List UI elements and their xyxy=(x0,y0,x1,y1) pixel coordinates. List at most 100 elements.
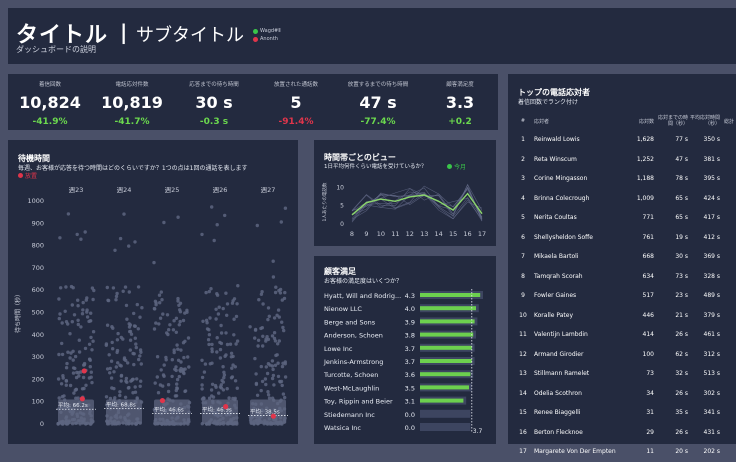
table-row[interactable]: 11 Valentijn Lambdin 414 26 s 461 s xyxy=(516,325,734,345)
scatter-point xyxy=(235,386,239,390)
kpi-delta: -41.7% xyxy=(114,117,150,127)
cell-name: Valentijn Lambdin xyxy=(534,331,588,339)
cell-avg: 489 s xyxy=(703,292,721,300)
scatter-point xyxy=(121,421,125,425)
scatter-point xyxy=(119,402,124,406)
cell-count: 31 xyxy=(646,409,654,417)
scatter-point xyxy=(60,352,65,357)
scatter-point xyxy=(81,375,86,380)
scatter-point xyxy=(273,363,278,367)
scatter-point xyxy=(223,213,227,218)
scatter-point xyxy=(182,355,186,360)
y-tick-label: 700 xyxy=(32,264,44,272)
scatter-point xyxy=(202,370,207,374)
scatter-point xyxy=(254,418,258,423)
scatter-point xyxy=(210,394,214,398)
cell-count: 11 xyxy=(646,448,654,456)
scatter-point xyxy=(72,417,77,422)
scatter-point xyxy=(153,409,157,413)
cell-avg: 417 s xyxy=(703,214,721,222)
table-row[interactable]: 12 Armand Girodier 100 62 s 312 s xyxy=(516,345,734,365)
scatter-point xyxy=(59,405,63,410)
scatter-point xyxy=(216,312,221,316)
cell-avg: 424 s xyxy=(703,194,721,202)
scatter-point xyxy=(233,365,237,369)
average-label: 平均: 68.8s xyxy=(106,401,136,409)
scatter-point xyxy=(125,317,129,321)
y-tick-label: 500 xyxy=(32,309,44,317)
bar xyxy=(420,372,471,377)
kpi-delta: +0.2 xyxy=(448,117,472,127)
page-title: タイトル xyxy=(16,23,109,48)
cell-rank: 11 xyxy=(519,331,527,339)
table-row[interactable]: 3 Corine Mingasson 1,188 78 s 395 s xyxy=(516,169,734,189)
scatter-point xyxy=(253,336,257,340)
table-row[interactable]: 8 Tamqrah Scorah 634 73 s 328 s xyxy=(516,267,734,287)
scatter-point xyxy=(220,378,224,383)
table-row[interactable]: 6 Shellysheldon Soffe 761 19 s 412 s xyxy=(516,228,734,248)
scatter-point xyxy=(84,383,88,387)
y-axis-label: 待ち時間（秒） xyxy=(14,291,22,333)
scatter-point xyxy=(106,298,111,303)
table-row[interactable]: 1 Reinwald Lowis 1,628 77 s 350 s xyxy=(516,130,734,150)
scatter-point xyxy=(174,316,179,320)
scatter-point xyxy=(210,349,214,354)
scatter-point xyxy=(114,365,119,369)
scatter-point xyxy=(111,347,115,351)
scatter-point xyxy=(127,412,131,416)
wait-time-panel: 待機時間 毎週、お客様が応答を待つ時間はどのくらいですか？1つの点は1回の通話を… xyxy=(8,140,298,444)
table-row[interactable]: 2 Reta Winscum 1,252 47 s 381 s xyxy=(516,150,734,170)
cell-rank: 5 xyxy=(521,214,525,222)
cell-total xyxy=(720,228,734,248)
scatter-point xyxy=(232,317,236,321)
scatter-point xyxy=(108,371,112,375)
table-row[interactable]: 13 Stillmann Ramelet 73 32 s 513 s xyxy=(516,364,734,384)
table-row[interactable]: 9 Fowler Gaines 517 23 s 489 s xyxy=(516,286,734,306)
scatter-point xyxy=(215,223,219,227)
scatter-point xyxy=(174,407,178,411)
table-row[interactable]: 15 Renee Biaggelli 31 35 s 341 s xyxy=(516,403,734,423)
table-row[interactable]: 4 Brinna Colecrough 1,009 65 s 424 s xyxy=(516,189,734,209)
scatter-point xyxy=(274,285,278,289)
scatter-point xyxy=(72,313,77,317)
cell-rank: 14 xyxy=(519,389,527,397)
y-tick-label: 0 xyxy=(340,221,344,228)
kpi-value: 10,819 xyxy=(101,93,163,112)
scatter-point xyxy=(139,379,143,383)
cell-wait: 73 s xyxy=(675,272,688,280)
scatter-point xyxy=(225,387,229,391)
scatter-point xyxy=(105,414,109,418)
cell-avg: 381 s xyxy=(703,155,721,163)
scatter-point xyxy=(74,375,79,380)
table-row[interactable]: 7 Mikaela Bartoli 668 30 s 369 s xyxy=(516,247,734,267)
bar xyxy=(420,319,475,324)
scatter-point xyxy=(271,367,275,372)
scatter-point xyxy=(275,353,279,357)
table-row[interactable]: 5 Nerita Coultas 771 65 s 417 s xyxy=(516,208,734,228)
scatter-point xyxy=(89,418,94,422)
table-row[interactable]: 14 Odelia Scothron 34 26 s 302 s xyxy=(516,384,734,404)
scatter-point xyxy=(80,419,85,423)
table-row[interactable]: 10 Koralle Patey 446 21 s 379 s xyxy=(516,306,734,326)
table-row[interactable]: 17 Margarete Von Der Empten 11 20 s 202 s xyxy=(516,442,734,462)
scatter-point xyxy=(112,386,116,391)
scatter-point xyxy=(278,399,282,404)
scatter-point xyxy=(170,421,174,425)
scatter-point xyxy=(156,391,161,395)
csat-panel-subtitle: お客様の満足度はいくつか？ xyxy=(324,278,403,285)
x-tick-label: 9 xyxy=(364,230,368,238)
scatter-point xyxy=(255,393,260,397)
scatter-point xyxy=(172,348,176,352)
scatter-point xyxy=(61,374,65,378)
cell-avg: 379 s xyxy=(703,311,721,319)
table-row[interactable]: 16 Berton Flecknoe 29 26 s 431 s xyxy=(516,423,734,443)
scatter-point xyxy=(105,285,110,290)
scatter-point xyxy=(280,383,284,388)
cell-total xyxy=(720,130,734,150)
scatter-point xyxy=(176,347,180,351)
scatter-point xyxy=(257,298,261,302)
scatter-point xyxy=(116,331,120,336)
scatter-point xyxy=(121,289,125,293)
scatter-point xyxy=(56,377,61,381)
scatter-point xyxy=(276,342,280,346)
